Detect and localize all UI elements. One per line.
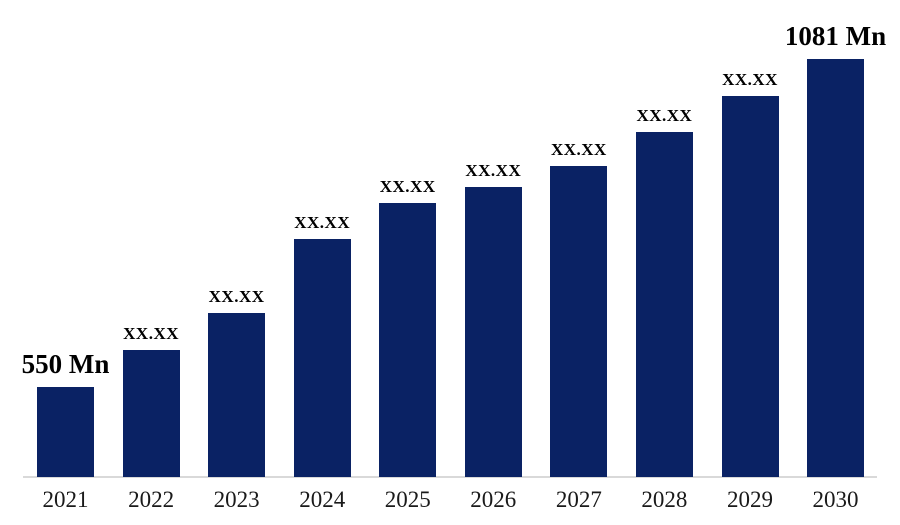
bar-value-label: XX.XX <box>294 213 351 233</box>
x-tick-label-2026: 2026 <box>470 487 517 512</box>
bar-column-2024: XX.XX <box>279 214 365 477</box>
x-tick-label-2030: 2030 <box>812 487 859 512</box>
bar-column-2026: XX.XX <box>450 162 536 477</box>
bar-value-label: 1081 Mn <box>784 21 887 52</box>
x-axis-line <box>23 476 877 478</box>
bar-2026 <box>464 187 522 477</box>
bar-column-2021: 550 Mn <box>21 349 110 477</box>
bar-column-2030: 1081 Mn <box>785 22 886 477</box>
bar-value-label: 550 Mn <box>21 349 110 380</box>
bar-2030 <box>807 59 864 477</box>
bar-2028 <box>635 132 693 477</box>
bar-2025 <box>379 203 437 477</box>
bar-column-2023: XX.XX <box>194 288 280 477</box>
x-tick-label-2029: 2029 <box>727 487 773 512</box>
bar-2021 <box>37 387 94 477</box>
bar-2024 <box>293 239 351 477</box>
bar-value-label: XX.XX <box>208 287 265 307</box>
bar-value-label: XX.XX <box>636 106 693 126</box>
bar-column-2028: XX.XX <box>621 107 707 477</box>
bar-column-2022: XX.XX <box>108 325 194 477</box>
bar-value-label: XX.XX <box>465 161 522 181</box>
bar-2029 <box>721 96 779 477</box>
bar-2027 <box>550 166 608 477</box>
bar-value-label: XX.XX <box>550 140 607 160</box>
x-tick-label-2024: 2024 <box>299 487 346 512</box>
bar-column-2029: XX.XX <box>707 71 793 477</box>
bar-2022 <box>122 350 180 477</box>
bar-value-label: XX.XX <box>379 177 436 197</box>
x-tick-label-2023: 2023 <box>213 487 260 512</box>
bar-2023 <box>208 313 266 477</box>
x-tick-label-2022: 2022 <box>128 487 175 512</box>
x-tick-label-2028: 2028 <box>641 487 688 512</box>
x-tick-label-2025: 2025 <box>384 487 431 512</box>
bar-value-label: XX.XX <box>123 324 180 344</box>
bar-column-2027: XX.XX <box>536 141 622 477</box>
x-tick-label-2021: 2021 <box>42 487 89 512</box>
bar-value-label: XX.XX <box>722 70 778 90</box>
x-tick-label-2027: 2027 <box>555 487 602 512</box>
bar-column-2025: XX.XX <box>365 178 451 477</box>
